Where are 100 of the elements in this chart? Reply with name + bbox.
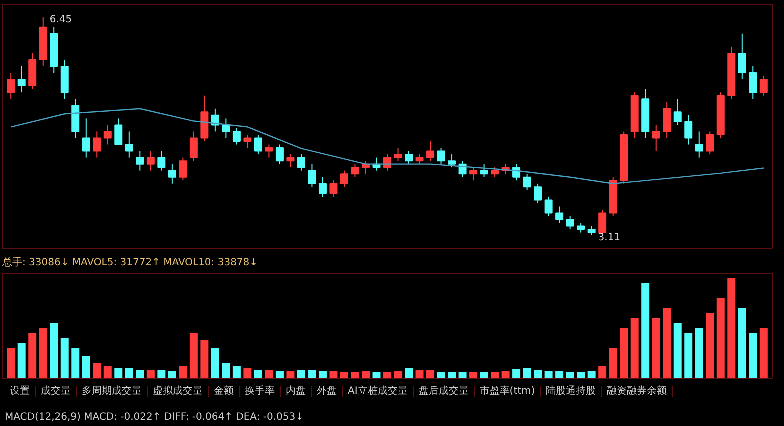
text: 多周期成交量 xyxy=(77,386,148,397)
text: 换手率 xyxy=(240,386,281,397)
candlestick xyxy=(18,66,26,94)
bar xyxy=(684,333,693,378)
candlestick xyxy=(426,141,435,162)
candlestick xyxy=(544,196,553,218)
bar xyxy=(114,368,123,378)
candlestick xyxy=(405,150,414,165)
bar xyxy=(179,366,188,378)
bar xyxy=(308,370,316,378)
candlestick xyxy=(168,164,176,184)
text: 盘后成交量 xyxy=(414,386,475,397)
candlestick xyxy=(577,222,586,234)
candlestick xyxy=(125,131,134,158)
text: AI立桩成交量 xyxy=(343,386,414,397)
bar xyxy=(470,372,478,378)
bar xyxy=(158,370,166,378)
bar xyxy=(276,371,284,378)
bar xyxy=(104,366,112,378)
text: 陆股通持股 xyxy=(541,386,602,397)
bar xyxy=(695,328,704,378)
bar xyxy=(544,371,553,378)
bar xyxy=(448,372,456,378)
candlestick xyxy=(93,131,102,158)
candlestick xyxy=(136,150,144,172)
bar xyxy=(416,370,424,378)
candlestick xyxy=(146,150,155,172)
bar xyxy=(556,371,564,378)
bar xyxy=(523,368,532,378)
candlestick xyxy=(232,128,241,146)
bar xyxy=(394,371,402,378)
bar xyxy=(458,372,467,378)
bar xyxy=(480,372,488,378)
bar xyxy=(749,333,758,378)
candlestick xyxy=(760,76,768,96)
bar xyxy=(82,356,90,378)
bar xyxy=(297,370,306,378)
bar xyxy=(491,372,500,378)
candlestick xyxy=(351,164,360,178)
bar xyxy=(663,308,672,378)
bar xyxy=(190,333,198,378)
bar xyxy=(437,372,446,378)
bar xyxy=(426,370,435,378)
text: 虚拟成交量 xyxy=(148,386,209,397)
bar xyxy=(384,372,392,378)
candlestick xyxy=(244,134,252,149)
candlestick xyxy=(330,180,338,198)
bar xyxy=(72,348,80,378)
text: 金额 xyxy=(209,386,240,397)
candlestick xyxy=(340,170,348,188)
text: MACD(12,26,9) MACD: -0.022↑ DIFF: -0.064↑ DEA: -0.053↓ xyxy=(5,412,304,423)
bar xyxy=(351,372,360,378)
candlestick xyxy=(523,174,532,191)
bar xyxy=(630,318,639,378)
bar xyxy=(39,328,48,378)
annotation: 6.45 xyxy=(50,14,72,26)
bar xyxy=(318,371,327,378)
candlestick xyxy=(308,164,316,188)
candlestick xyxy=(684,114,693,146)
bar xyxy=(50,323,58,378)
bar xyxy=(222,363,230,378)
candlestick xyxy=(82,118,90,158)
candlestick xyxy=(7,72,16,100)
bar xyxy=(7,348,16,378)
bar xyxy=(93,363,102,378)
candlestick xyxy=(104,124,112,146)
candlestick xyxy=(318,176,327,198)
bar xyxy=(232,366,241,378)
bar xyxy=(340,372,348,378)
bar xyxy=(738,308,746,378)
candlestick xyxy=(158,150,166,172)
bar xyxy=(760,328,768,378)
bar xyxy=(405,368,414,378)
candlestick xyxy=(749,66,758,100)
bar xyxy=(28,333,37,378)
candlestick xyxy=(394,148,402,162)
text: 外盘 xyxy=(312,386,343,397)
candlestick xyxy=(674,98,682,126)
candlestick xyxy=(566,216,574,230)
candlestick xyxy=(491,167,500,178)
candlestick xyxy=(706,131,714,156)
candlestick xyxy=(695,131,704,158)
candlestick xyxy=(114,118,123,146)
candlestick xyxy=(556,206,564,224)
bar xyxy=(200,340,209,378)
bar xyxy=(620,328,628,378)
chart-title: 总手: 33086↓ MAVOL5: 31772↑ MAVOL10: 33878↓ xyxy=(2,256,258,268)
candlestick xyxy=(448,154,456,168)
bar xyxy=(642,283,650,378)
bar xyxy=(588,371,596,378)
bar xyxy=(577,372,586,378)
bar xyxy=(372,372,381,378)
bar xyxy=(286,371,295,378)
text: 内盘 xyxy=(281,386,312,397)
candlestick xyxy=(663,102,672,139)
text: 融资融券余额 xyxy=(602,386,674,397)
bar xyxy=(136,370,144,378)
text: 成交量 xyxy=(36,386,77,397)
text: 设置 xyxy=(5,386,36,397)
bar xyxy=(244,368,252,378)
